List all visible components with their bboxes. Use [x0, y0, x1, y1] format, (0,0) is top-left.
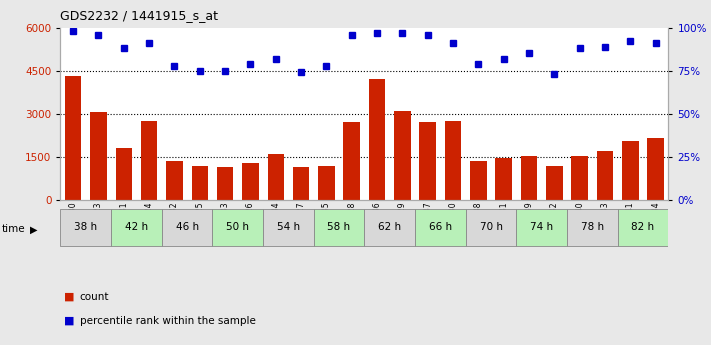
- Bar: [293, 167, 309, 200]
- FancyBboxPatch shape: [516, 209, 567, 246]
- FancyBboxPatch shape: [618, 209, 668, 246]
- Bar: [369, 79, 385, 200]
- Text: count: count: [80, 292, 109, 302]
- Text: 42 h: 42 h: [125, 222, 148, 232]
- Bar: [394, 111, 411, 200]
- Bar: [115, 148, 132, 200]
- Text: ▶: ▶: [30, 225, 38, 234]
- Bar: [496, 158, 512, 200]
- FancyBboxPatch shape: [162, 209, 213, 246]
- Bar: [520, 156, 538, 200]
- FancyBboxPatch shape: [466, 209, 516, 246]
- Text: 78 h: 78 h: [581, 222, 604, 232]
- Text: 46 h: 46 h: [176, 222, 198, 232]
- Bar: [546, 166, 562, 200]
- Bar: [419, 122, 436, 200]
- FancyBboxPatch shape: [263, 209, 314, 246]
- Bar: [166, 161, 183, 200]
- Bar: [217, 167, 233, 200]
- Text: ■: ■: [64, 316, 75, 326]
- Text: 54 h: 54 h: [277, 222, 300, 232]
- Text: percentile rank within the sample: percentile rank within the sample: [80, 316, 255, 326]
- FancyBboxPatch shape: [314, 209, 364, 246]
- Text: 66 h: 66 h: [429, 222, 452, 232]
- Bar: [648, 138, 664, 200]
- Bar: [597, 151, 614, 200]
- Bar: [65, 77, 81, 200]
- Text: GDS2232 / 1441915_s_at: GDS2232 / 1441915_s_at: [60, 9, 218, 22]
- FancyBboxPatch shape: [567, 209, 618, 246]
- FancyBboxPatch shape: [213, 209, 263, 246]
- Text: ■: ■: [64, 292, 75, 302]
- FancyBboxPatch shape: [60, 209, 111, 246]
- FancyBboxPatch shape: [415, 209, 466, 246]
- Bar: [90, 112, 107, 200]
- Bar: [622, 141, 638, 200]
- Bar: [343, 122, 360, 200]
- Bar: [141, 121, 157, 200]
- FancyBboxPatch shape: [364, 209, 415, 246]
- Bar: [470, 161, 486, 200]
- Text: 70 h: 70 h: [479, 222, 503, 232]
- Bar: [242, 163, 259, 200]
- FancyBboxPatch shape: [111, 209, 162, 246]
- Text: time: time: [1, 225, 25, 234]
- Bar: [572, 156, 588, 200]
- Text: 82 h: 82 h: [631, 222, 655, 232]
- Bar: [191, 166, 208, 200]
- Text: 74 h: 74 h: [530, 222, 553, 232]
- Bar: [267, 154, 284, 200]
- Text: 58 h: 58 h: [328, 222, 351, 232]
- Text: 50 h: 50 h: [226, 222, 250, 232]
- Bar: [445, 121, 461, 200]
- Text: 38 h: 38 h: [74, 222, 97, 232]
- Bar: [318, 166, 335, 200]
- Text: 62 h: 62 h: [378, 222, 401, 232]
